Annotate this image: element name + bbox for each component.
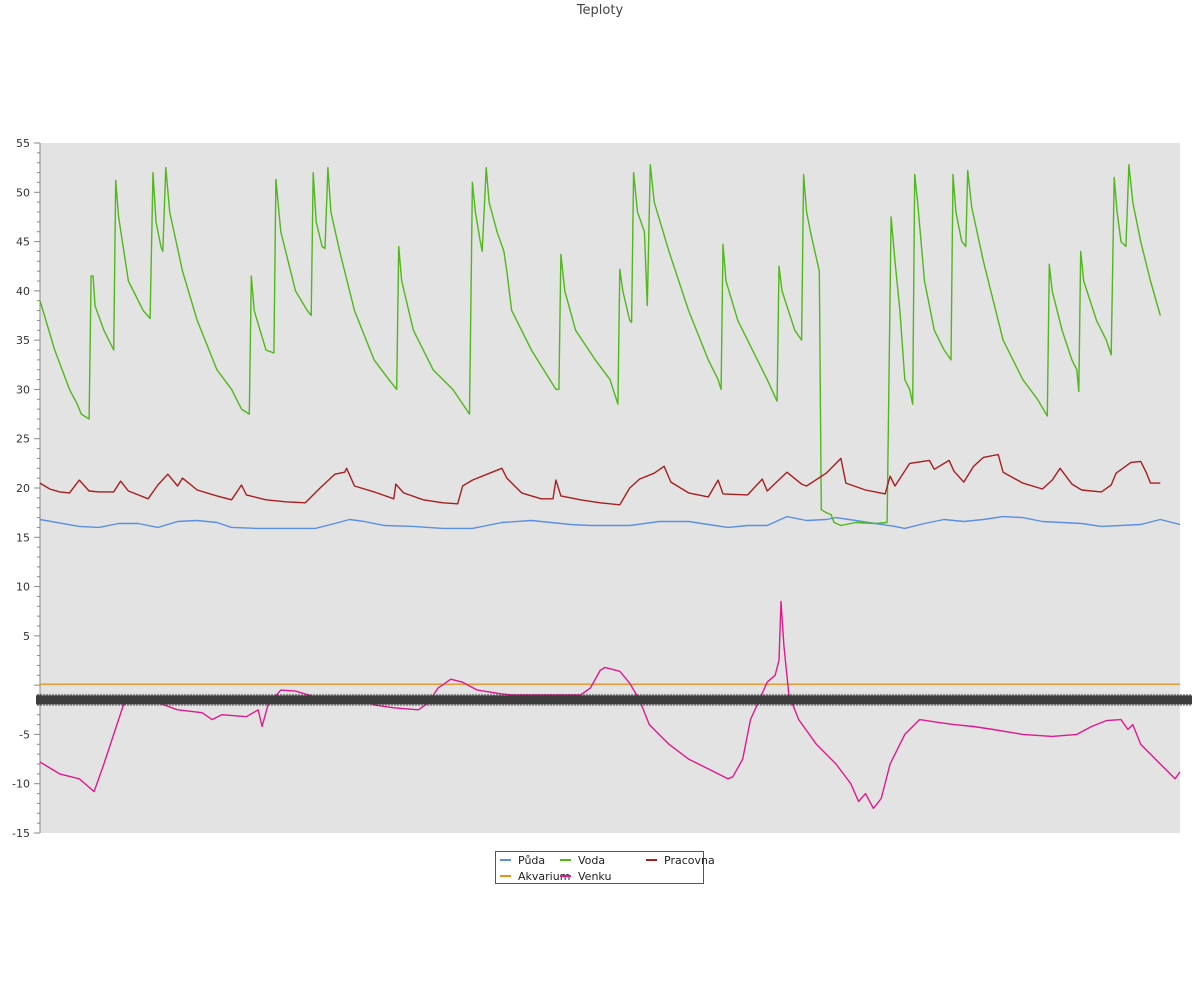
y-tick-label: 10 (16, 581, 30, 594)
y-tick-label: 50 (16, 186, 30, 199)
y-axis: 55 50 45 40 35 30 25 20 15 10 5 -5 -10 -15 (12, 137, 41, 840)
y-tick-label: 45 (16, 236, 30, 249)
legend: Půda Voda Pracovna Akvarium Venku (495, 851, 715, 884)
y-tick-label: 20 (16, 482, 30, 495)
y-tick-label: -5 (19, 728, 30, 741)
legend-swatch (560, 875, 571, 877)
legend-label: Půda (518, 854, 546, 867)
legend-item: Voda (560, 854, 605, 868)
y-tick-label: -15 (12, 827, 30, 840)
chart-title: Teploty (576, 3, 624, 18)
legend-item: Venku (560, 870, 611, 884)
legend-label: Voda (578, 854, 606, 867)
y-tick-label: 30 (16, 383, 30, 396)
legend-swatch (646, 859, 657, 861)
legend-label: Venku (578, 870, 612, 883)
legend-label: Akvarium (518, 870, 571, 883)
legend-item: Půda (500, 854, 545, 868)
series-line-puda (39, 515, 1181, 530)
y-tick-label: -10 (12, 778, 30, 791)
legend-item: Akvarium (500, 870, 570, 884)
y-tick-label: 40 (16, 285, 30, 298)
plot-area (40, 143, 1180, 833)
legend-swatch (500, 875, 511, 877)
y-tick-label: 25 (16, 433, 30, 446)
y-tick-label: 5 (23, 630, 30, 643)
series-line-pracovna (39, 453, 1161, 506)
y-tick-label: 15 (16, 531, 30, 544)
y-tick-label: 55 (16, 137, 30, 150)
series-line-voda (39, 164, 1161, 527)
y-tick-label: 35 (16, 334, 30, 347)
x-axis (36, 693, 1192, 706)
legend-swatch (560, 859, 571, 861)
legend-label: Pracovna (664, 854, 715, 867)
series-line-venku (39, 600, 1181, 810)
series-layer (39, 164, 1181, 810)
legend-swatch (500, 859, 511, 861)
legend-item: Pracovna (646, 854, 715, 868)
